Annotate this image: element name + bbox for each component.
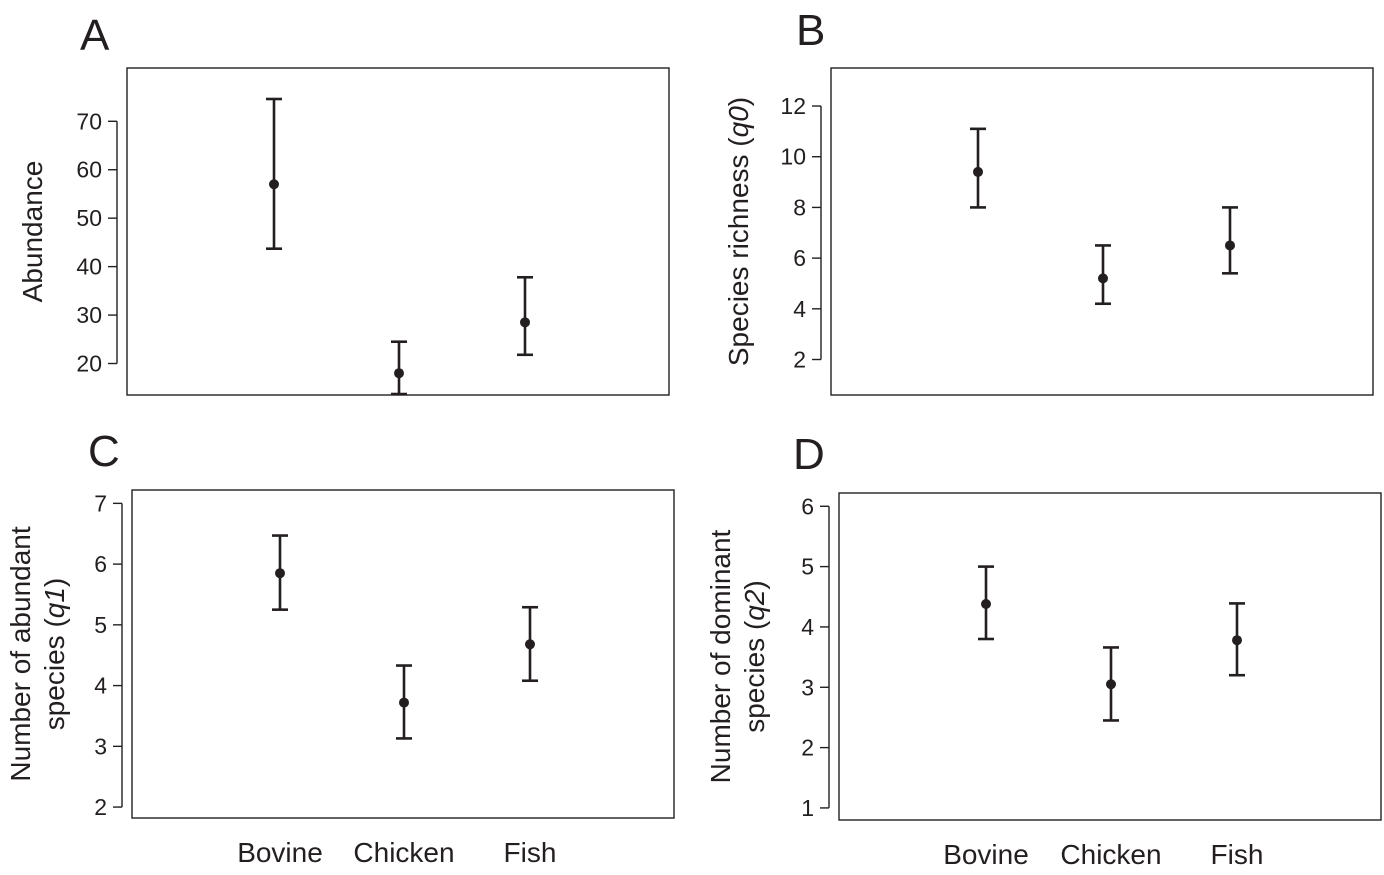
error-bar-bovine — [272, 534, 288, 611]
y-tick-label: 40 — [76, 254, 102, 280]
y-tick-label: 5 — [801, 554, 814, 580]
y-tick-label: 10 — [780, 144, 806, 170]
y-axis-title-line2: species (q2) — [739, 580, 770, 733]
y-tick-label: 4 — [94, 673, 107, 699]
data-point-chicken — [394, 368, 404, 379]
error-bar-bovine — [266, 97, 282, 250]
data-point-chicken — [399, 697, 409, 708]
error-bar-bovine — [970, 127, 986, 209]
plot-frame — [830, 67, 1374, 396]
panel-letter: D — [793, 430, 825, 479]
x-category-label: Chicken — [353, 837, 454, 868]
y-tick-label: 5 — [94, 612, 107, 638]
y-axis-title: Abundance — [17, 161, 48, 303]
error-bar-chicken — [1095, 244, 1111, 306]
error-bar-chicken — [396, 664, 412, 740]
error-bar-fish — [1229, 602, 1245, 677]
y-tick-label: 6 — [94, 551, 107, 577]
data-point-fish — [525, 639, 535, 650]
data-point-fish — [520, 317, 530, 328]
panel-b: B 2 4 6 8 10 12 Species richness (q0) — [723, 6, 1374, 396]
y-tick-label: 8 — [793, 194, 806, 220]
y-tick-label: 2 — [793, 347, 806, 373]
y-tick-label: 6 — [793, 245, 806, 271]
plot-frame — [131, 489, 675, 819]
error-bar-chicken — [1103, 646, 1119, 722]
data-point-chicken — [1106, 679, 1116, 690]
panel-letter: B — [796, 6, 825, 55]
error-bar-chicken — [391, 340, 407, 396]
y-axis-title-line1: Number of abundant — [5, 526, 36, 782]
panel-letter: A — [80, 11, 110, 60]
data-point-bovine — [275, 568, 285, 579]
y-tick-label: 2 — [94, 794, 107, 820]
y-tick-label: 12 — [780, 93, 806, 119]
error-bar-fish — [517, 275, 533, 357]
data-point-chicken — [1098, 273, 1108, 284]
y-tick-label: 20 — [76, 351, 102, 377]
y-tick-label: 70 — [76, 108, 102, 134]
y-tick-label: 3 — [94, 733, 107, 759]
x-category-label: Bovine — [237, 837, 323, 868]
panel-a: A 20 30 40 50 60 70 Abundance — [17, 11, 670, 396]
y-tick-label: 7 — [94, 490, 107, 516]
data-point-bovine — [269, 179, 279, 190]
data-point-bovine — [973, 166, 983, 177]
y-tick-label: 4 — [793, 296, 806, 322]
x-category-label: Fish — [504, 837, 557, 868]
panel-d: D 1 2 3 4 5 6 Number of dominant species (q2) Bov… — [705, 430, 1382, 870]
y-tick-label: 30 — [76, 302, 102, 328]
y-tick-label: 1 — [801, 795, 814, 821]
y-tick-label: 6 — [801, 493, 814, 519]
y-tick-label: 50 — [76, 205, 102, 231]
plot-frame — [838, 492, 1382, 821]
y-tick-label: 60 — [76, 157, 102, 183]
x-category-label: Fish — [1211, 839, 1264, 870]
error-bar-fish — [522, 605, 538, 683]
y-tick-label: 3 — [801, 674, 814, 700]
panel-c: C 2 3 4 5 6 7 Number of abundant species (q1) Bov… — [5, 427, 675, 868]
x-category-label: Bovine — [943, 839, 1029, 870]
panel-letter: C — [88, 427, 120, 476]
x-category-label: Chicken — [1060, 839, 1161, 870]
y-axis-title-line1: Number of dominant — [705, 529, 736, 783]
y-axis-title: Species richness (q0) — [723, 97, 754, 366]
error-bar-fish — [1222, 206, 1238, 275]
data-point-bovine — [981, 599, 991, 610]
y-tick-label: 4 — [801, 614, 814, 640]
error-bar-bovine — [978, 565, 994, 641]
y-tick-label: 2 — [801, 735, 814, 761]
y-axis-title-line2: species (q1) — [39, 578, 70, 731]
data-point-fish — [1225, 240, 1235, 251]
data-point-fish — [1232, 635, 1242, 646]
